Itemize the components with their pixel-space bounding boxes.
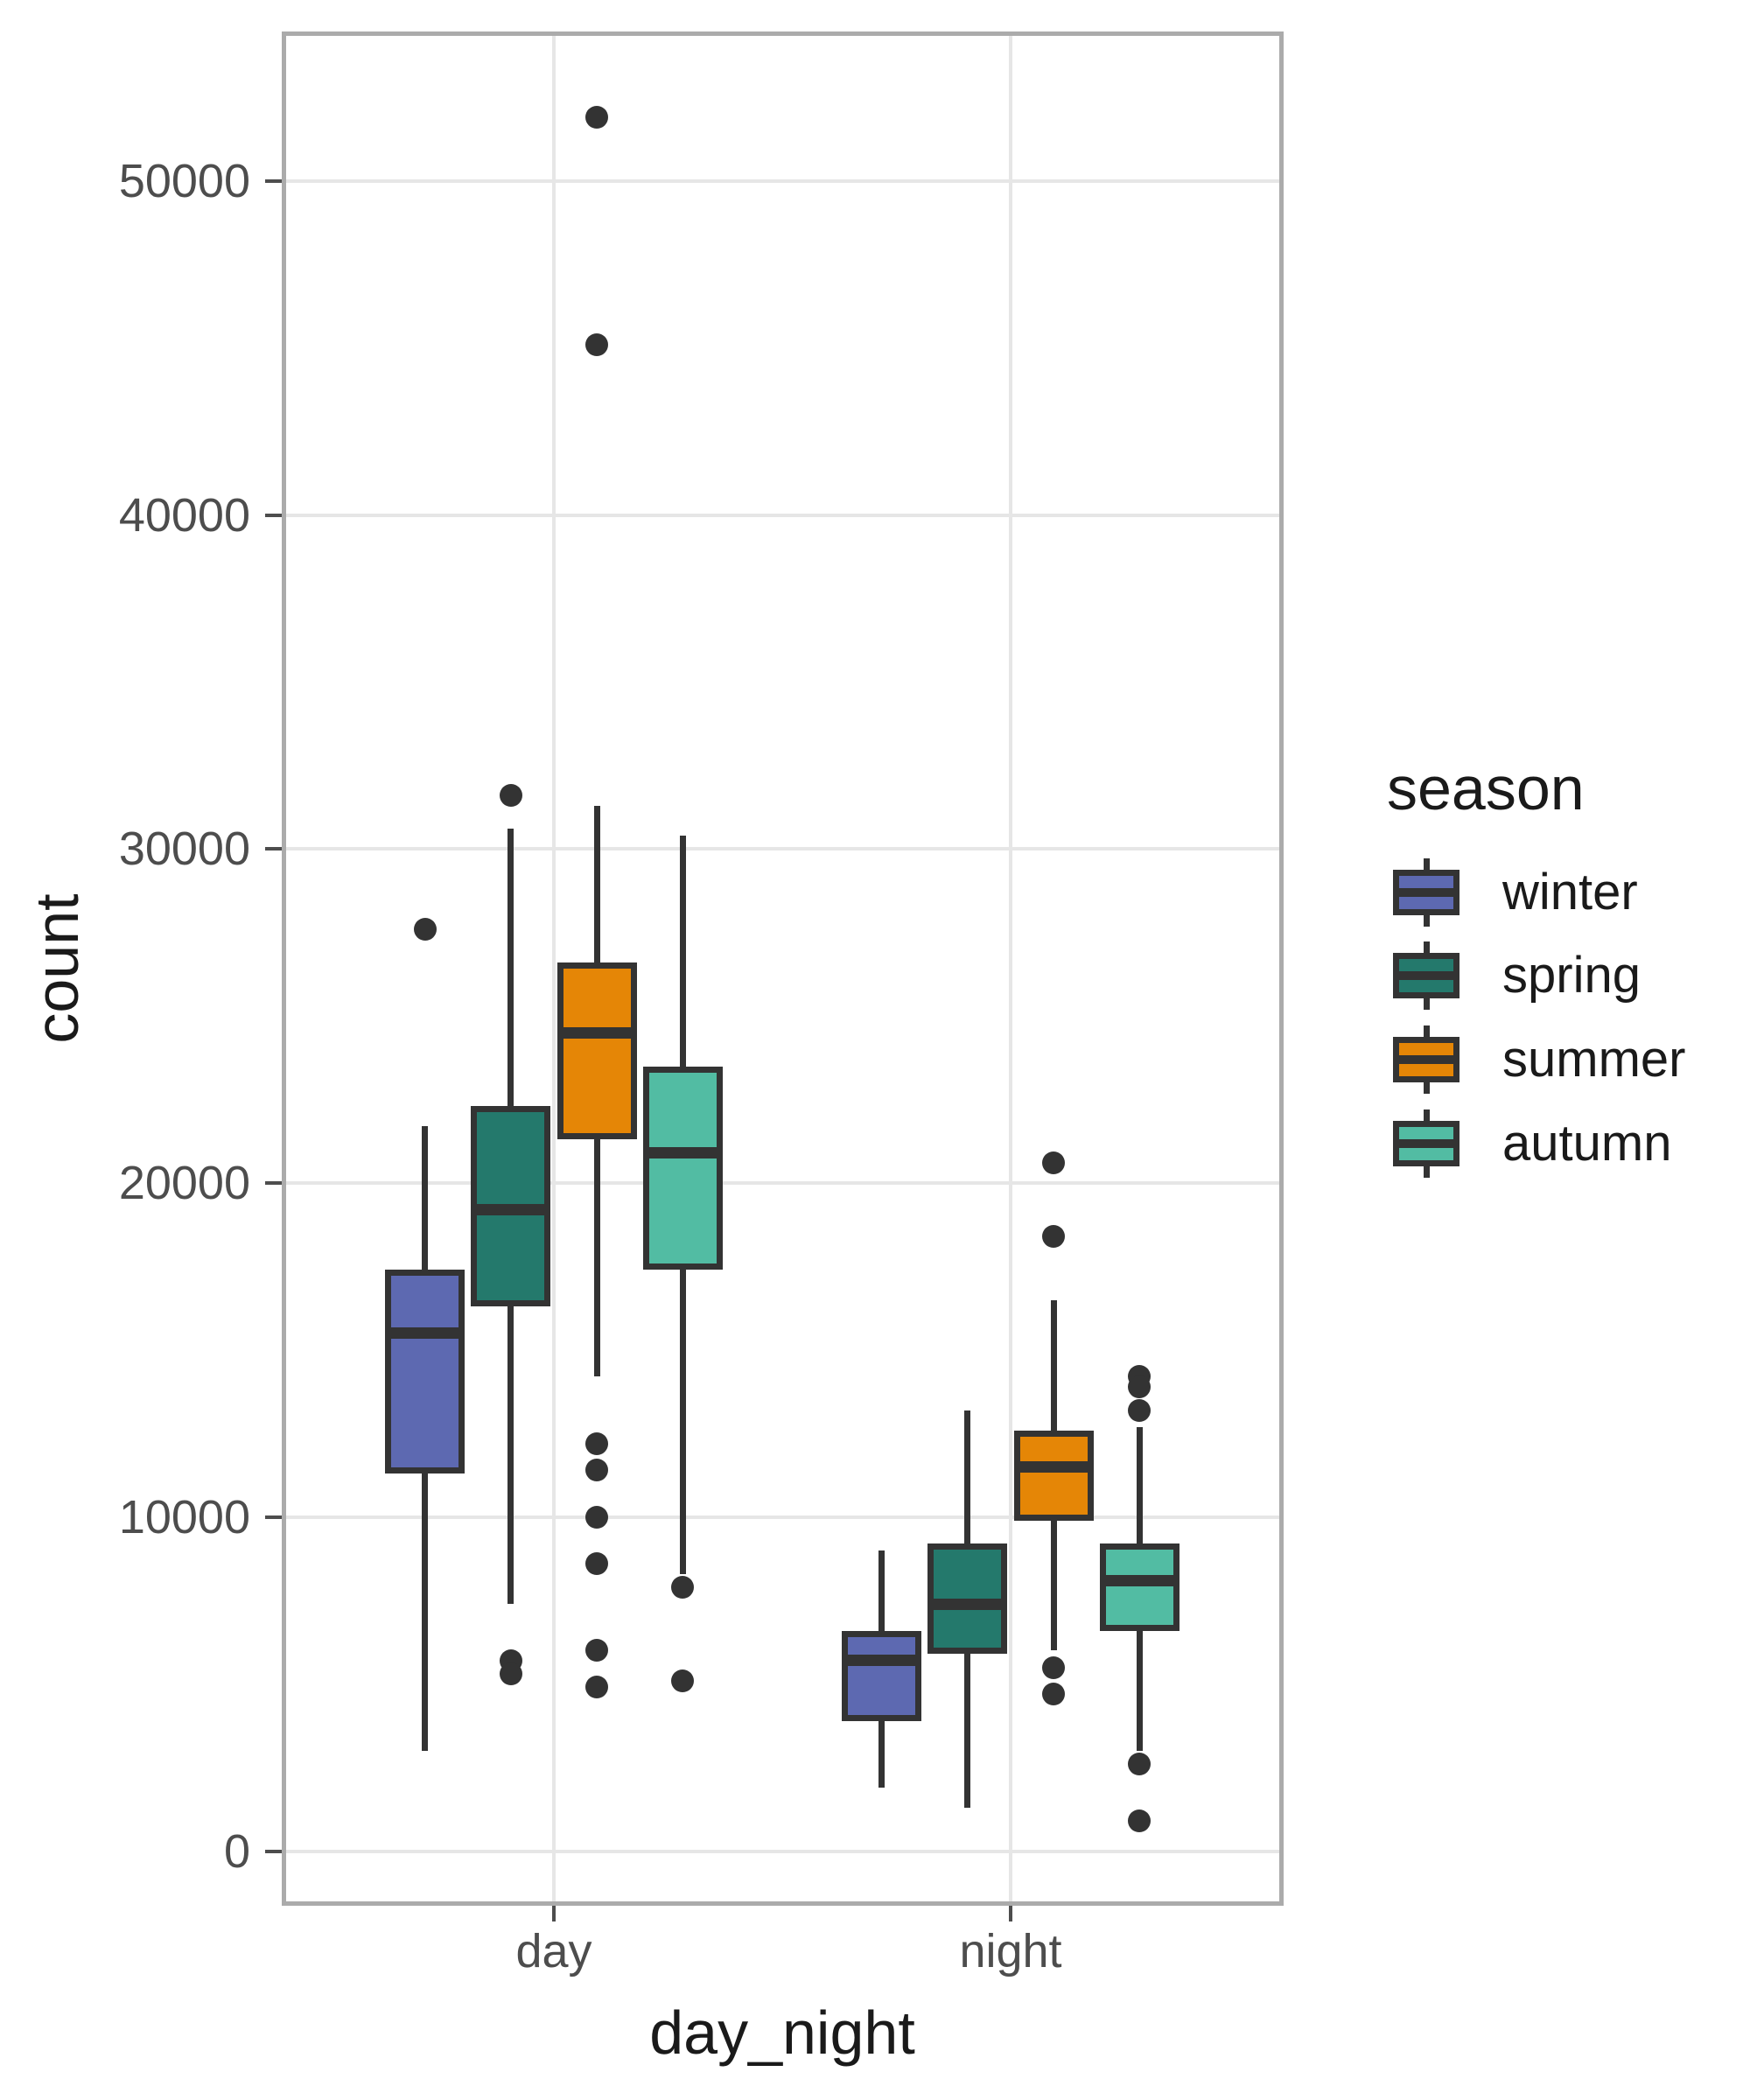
median-day-spring [477, 1204, 545, 1216]
outlier-day-summer-5 [585, 1552, 609, 1576]
outlier-day-summer-2 [585, 1432, 609, 1455]
y-tick-label-20000: 20000 [118, 1157, 250, 1210]
y-tick-0 [265, 1849, 284, 1853]
median-day-summer [563, 1026, 631, 1039]
outlier-day-summer-4 [585, 1505, 609, 1529]
y-tick-label-0: 0 [223, 1824, 250, 1878]
y-tick-label-30000: 30000 [118, 822, 250, 876]
y-tick-50000 [265, 179, 284, 183]
x-tick-day [552, 1903, 556, 1922]
outlier-day-summer-1 [585, 333, 609, 357]
legend-label: summer [1502, 1031, 1686, 1088]
x-gridline-night [1009, 34, 1012, 1903]
outlier-day-summer-3 [585, 1459, 609, 1482]
median-day-winter [391, 1327, 459, 1340]
outlier-night-autumn-2 [1128, 1398, 1152, 1422]
box-day-summer [556, 962, 637, 1140]
legend-item-spring: spring [1393, 942, 1743, 1011]
legend-item-winter: winter [1393, 858, 1743, 927]
x-tick-label-night: night [959, 1925, 1062, 1978]
outlier-day-autumn-1 [671, 1669, 695, 1692]
y-tick-20000 [265, 1181, 284, 1186]
box-night-summer [1013, 1430, 1094, 1521]
legend-item-summer: summer [1393, 1026, 1743, 1095]
legend-label: autumn [1502, 1114, 1672, 1172]
y-tick-label-40000: 40000 [118, 488, 250, 542]
median-day-autumn [648, 1147, 717, 1159]
box-day-winter [385, 1270, 466, 1474]
legend-key-median [1399, 1138, 1453, 1148]
legend-key-autumn-icon [1393, 1109, 1460, 1178]
outlier-night-autumn-4 [1128, 1810, 1152, 1833]
legend-key-median [1399, 887, 1453, 897]
outlier-day-summer-7 [585, 1676, 609, 1699]
legend-item-autumn: autumn [1393, 1109, 1743, 1178]
y-tick-30000 [265, 847, 284, 851]
y-tick-label-10000: 10000 [118, 1490, 250, 1544]
legend-title: season [1387, 754, 1585, 822]
legend-key-winter-icon [1393, 858, 1460, 927]
x-tick-night [1009, 1903, 1012, 1922]
median-night-autumn [1105, 1574, 1173, 1586]
legend-key-summer-icon [1393, 1026, 1460, 1095]
legend: season winter spring summer autumn [1387, 0, 1750, 2100]
y-gridline-50000 [284, 179, 1281, 183]
outlier-day-summer-6 [585, 1639, 609, 1662]
outlier-night-summer-3 [1042, 1683, 1066, 1706]
legend-key-median [1399, 1055, 1453, 1065]
median-night-summer [1019, 1461, 1088, 1474]
outlier-day-autumn-0 [671, 1575, 695, 1599]
median-night-winter [848, 1655, 916, 1667]
y-gridline-30000 [284, 847, 1281, 851]
outlier-day-spring-0 [499, 784, 522, 808]
legend-label: spring [1502, 947, 1641, 1004]
outlier-day-winter-0 [413, 918, 437, 941]
legend-key-median [1399, 971, 1453, 981]
y-tick-10000 [265, 1515, 284, 1519]
box-day-autumn [642, 1066, 723, 1270]
outlier-night-summer-0 [1042, 1152, 1066, 1175]
outlier-day-spring-2 [499, 1662, 522, 1686]
y-gridline-20000 [284, 1181, 1281, 1186]
y-tick-label-50000: 50000 [118, 155, 250, 207]
outlier-night-summer-2 [1042, 1656, 1066, 1679]
y-axis-title: count [23, 893, 91, 1044]
y-tick-40000 [265, 513, 284, 517]
outlier-day-summer-0 [585, 106, 609, 130]
legend-label: winter [1502, 863, 1638, 920]
box-night-winter [842, 1630, 922, 1721]
y-gridline-0 [284, 1849, 1281, 1853]
box-night-autumn [1099, 1544, 1180, 1631]
x-tick-label-day: day [515, 1925, 592, 1978]
y-gridline-40000 [284, 513, 1281, 517]
median-night-spring [934, 1598, 1002, 1610]
y-gridline-10000 [284, 1515, 1281, 1519]
outlier-night-summer-1 [1042, 1225, 1066, 1249]
outlier-night-autumn-3 [1128, 1753, 1152, 1776]
outlier-night-autumn-1 [1128, 1375, 1152, 1398]
legend-key-spring-icon [1393, 942, 1460, 1011]
x-gridline-day [552, 34, 556, 1903]
x-axis-title: day_night [649, 1998, 915, 2067]
